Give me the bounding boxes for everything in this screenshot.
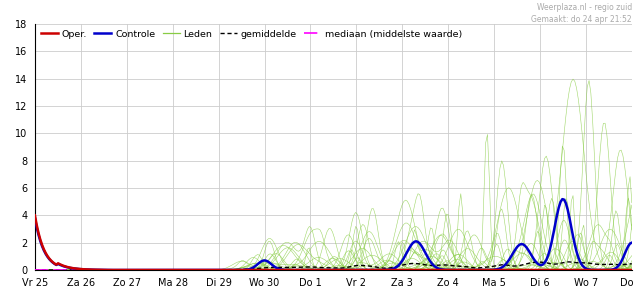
Legend: Oper., Controle, Leden, gemiddelde, mediaan (middelste waarde): Oper., Controle, Leden, gemiddelde, medi…: [39, 29, 464, 40]
Text: Weerplaza.nl - regio zuid: Weerplaza.nl - regio zuid: [537, 3, 632, 12]
Text: Gemaakt: do 24 apr 21:52: Gemaakt: do 24 apr 21:52: [531, 15, 632, 24]
